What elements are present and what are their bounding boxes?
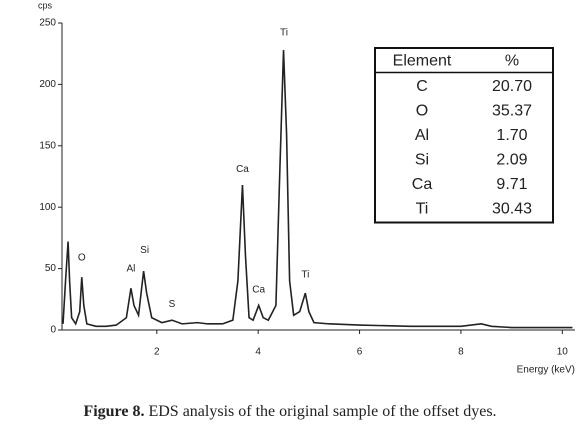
- y-tick-label: 50: [45, 263, 57, 274]
- x-axis-label: Energy (keV): [517, 365, 575, 376]
- peak-label: O: [78, 252, 86, 263]
- y-tick-label: 0: [50, 325, 56, 336]
- table-element: Al: [415, 127, 429, 144]
- peak-label: Ti: [280, 28, 288, 39]
- y-axis-label: cps: [38, 0, 53, 10]
- table-header: %: [505, 52, 519, 69]
- peak-label: Ti: [301, 270, 309, 281]
- table-value: 30.43: [492, 200, 532, 217]
- peak-label: Al: [126, 263, 135, 274]
- peak-label: Ca: [236, 164, 249, 175]
- peak-label: Ca: [252, 284, 265, 295]
- table-value: 9.71: [496, 176, 527, 193]
- x-tick-label: 6: [357, 347, 363, 358]
- y-tick-label: 250: [39, 18, 56, 29]
- caption-text: EDS analysis of the original sample of t…: [148, 403, 496, 420]
- caption: Figure 8. EDS analysis of the original s…: [83, 403, 496, 420]
- x-tick-label: 10: [557, 347, 569, 358]
- table-border: [374, 47, 554, 224]
- y-tick-label: 100: [39, 202, 56, 213]
- x-tick-label: 4: [255, 347, 261, 358]
- table-value: 2.09: [496, 151, 527, 168]
- table-element: Si: [415, 151, 429, 168]
- table-header: Element: [393, 52, 452, 69]
- element-table: Element % C 20.70 O 35.37 Al 1.70 Si 2.09 Ca 9.71 Ti…: [374, 47, 554, 224]
- table-value: 35.37: [492, 102, 532, 119]
- y-tick-label: 150: [39, 140, 56, 151]
- peak-label: S: [169, 299, 176, 310]
- table-value: 1.70: [496, 127, 527, 144]
- table-value: 20.70: [492, 78, 532, 95]
- table-element: Ti: [416, 200, 429, 217]
- spectrum-line: [62, 49, 573, 329]
- x-tick-label: 8: [458, 347, 464, 358]
- x-tick-label: 2: [154, 347, 160, 358]
- y-tick-label: 200: [39, 79, 56, 90]
- caption-label: Figure 8.: [83, 403, 144, 420]
- table-element: O: [416, 102, 428, 119]
- table-element: C: [416, 78, 428, 95]
- peak-label: Si: [140, 245, 149, 256]
- table-element: Ca: [412, 176, 433, 193]
